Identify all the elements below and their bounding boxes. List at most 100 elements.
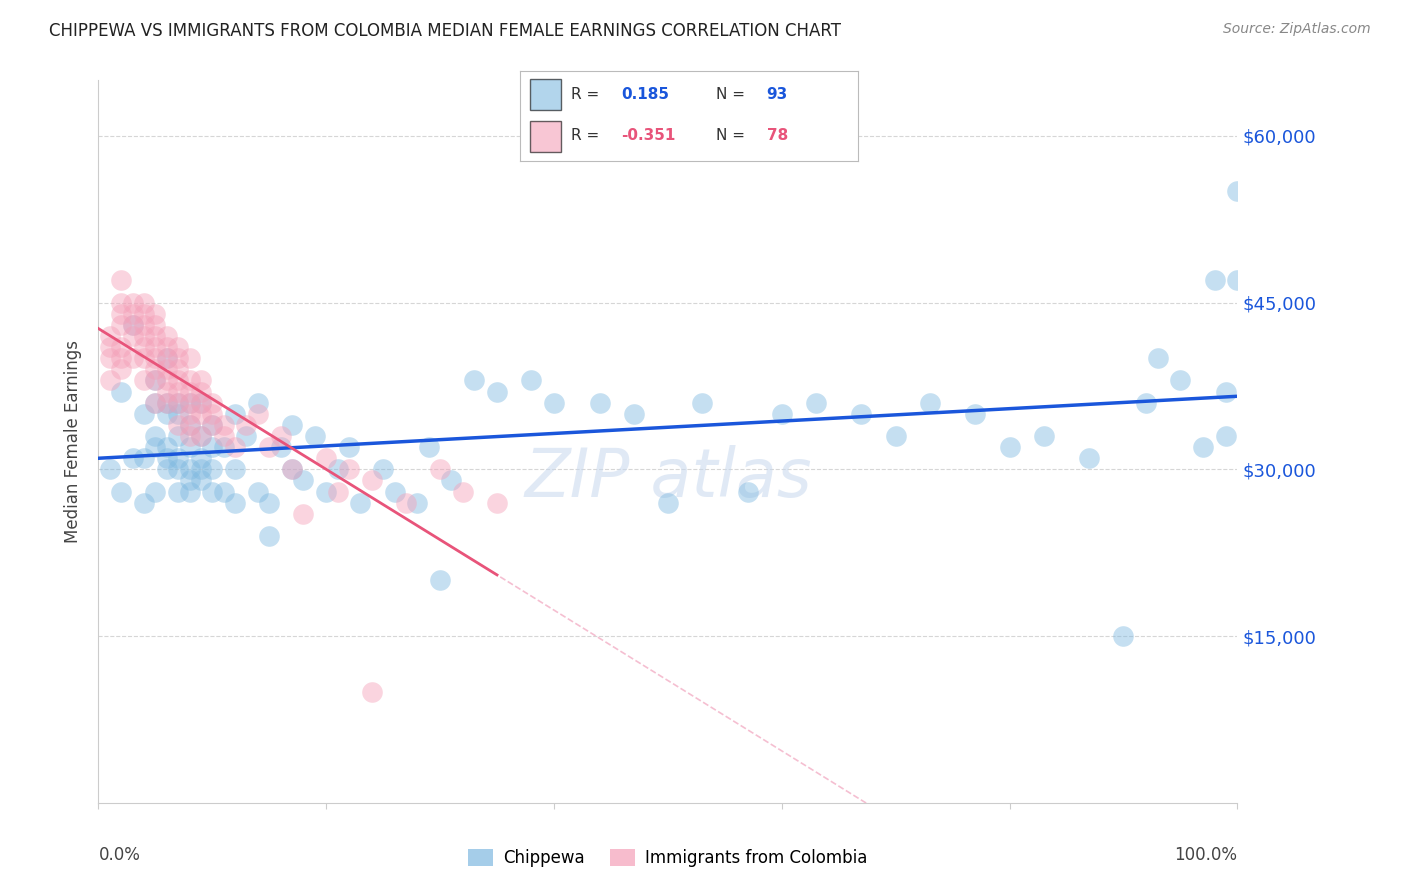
Point	[179, 373, 201, 387]
Y-axis label: Median Female Earnings: Median Female Earnings	[65, 340, 83, 543]
Text: 100.0%: 100.0%	[1174, 847, 1237, 864]
Point	[737, 484, 759, 499]
Point	[179, 484, 201, 499]
Point	[179, 429, 201, 443]
Point	[395, 496, 418, 510]
Point	[145, 373, 167, 387]
Point	[167, 340, 190, 354]
Point	[1032, 429, 1054, 443]
Point	[918, 395, 941, 409]
Point	[156, 384, 179, 399]
Point	[98, 462, 121, 476]
Point	[1204, 273, 1226, 287]
Point	[201, 462, 224, 476]
Point	[246, 395, 269, 409]
Point	[167, 351, 190, 366]
Point	[121, 351, 143, 366]
Point	[212, 440, 235, 454]
Point	[429, 462, 451, 476]
Text: R =: R =	[571, 87, 599, 102]
Point	[132, 329, 155, 343]
Text: CHIPPEWA VS IMMIGRANTS FROM COLOMBIA MEDIAN FEMALE EARNINGS CORRELATION CHART: CHIPPEWA VS IMMIGRANTS FROM COLOMBIA MED…	[49, 22, 841, 40]
Point	[156, 395, 179, 409]
Point	[224, 462, 246, 476]
Point	[132, 295, 155, 310]
FancyBboxPatch shape	[530, 79, 561, 110]
Point	[145, 373, 167, 387]
Point	[156, 329, 179, 343]
Point	[224, 440, 246, 454]
Point	[156, 340, 179, 354]
Point	[156, 395, 179, 409]
Point	[132, 340, 155, 354]
Point	[179, 384, 201, 399]
Point	[179, 417, 201, 432]
Point	[179, 474, 201, 488]
Point	[110, 340, 132, 354]
Point	[1146, 351, 1168, 366]
Point	[121, 329, 143, 343]
Point	[1135, 395, 1157, 409]
Text: R =: R =	[571, 128, 599, 143]
Point	[156, 462, 179, 476]
Point	[145, 362, 167, 376]
Point	[132, 351, 155, 366]
Point	[212, 417, 235, 432]
Point	[360, 684, 382, 698]
Point	[145, 395, 167, 409]
Text: 93: 93	[766, 87, 787, 102]
Point	[167, 373, 190, 387]
Point	[167, 417, 190, 432]
Point	[110, 318, 132, 332]
Point	[337, 462, 360, 476]
Point	[156, 440, 179, 454]
Point	[179, 395, 201, 409]
Text: -0.351: -0.351	[621, 128, 676, 143]
Point	[121, 318, 143, 332]
Point	[998, 440, 1021, 454]
Point	[1215, 384, 1237, 399]
Point	[246, 407, 269, 421]
Point	[190, 474, 212, 488]
Point	[132, 318, 155, 332]
Point	[270, 429, 292, 443]
Point	[246, 484, 269, 499]
Point	[1078, 451, 1101, 466]
Point	[190, 451, 212, 466]
Point	[145, 351, 167, 366]
Point	[167, 484, 190, 499]
Point	[429, 574, 451, 588]
Point	[520, 373, 543, 387]
Point	[270, 440, 292, 454]
Point	[690, 395, 713, 409]
Point	[132, 496, 155, 510]
Point	[167, 395, 190, 409]
Point	[224, 496, 246, 510]
Point	[384, 484, 406, 499]
Point	[110, 273, 132, 287]
Point	[1215, 429, 1237, 443]
Point	[281, 417, 304, 432]
Point	[179, 417, 201, 432]
Point	[292, 507, 315, 521]
Point	[281, 462, 304, 476]
Point	[349, 496, 371, 510]
Point	[179, 462, 201, 476]
Point	[179, 440, 201, 454]
Point	[201, 417, 224, 432]
Point	[1192, 440, 1215, 454]
Point	[179, 351, 201, 366]
Point	[201, 395, 224, 409]
Point	[884, 429, 907, 443]
Point	[179, 407, 201, 421]
Point	[167, 395, 190, 409]
Point	[1226, 273, 1249, 287]
Point	[167, 451, 190, 466]
Point	[315, 451, 337, 466]
Point	[326, 484, 349, 499]
Point	[110, 384, 132, 399]
Point	[156, 362, 179, 376]
Point	[145, 484, 167, 499]
Point	[110, 307, 132, 321]
Point	[201, 417, 224, 432]
